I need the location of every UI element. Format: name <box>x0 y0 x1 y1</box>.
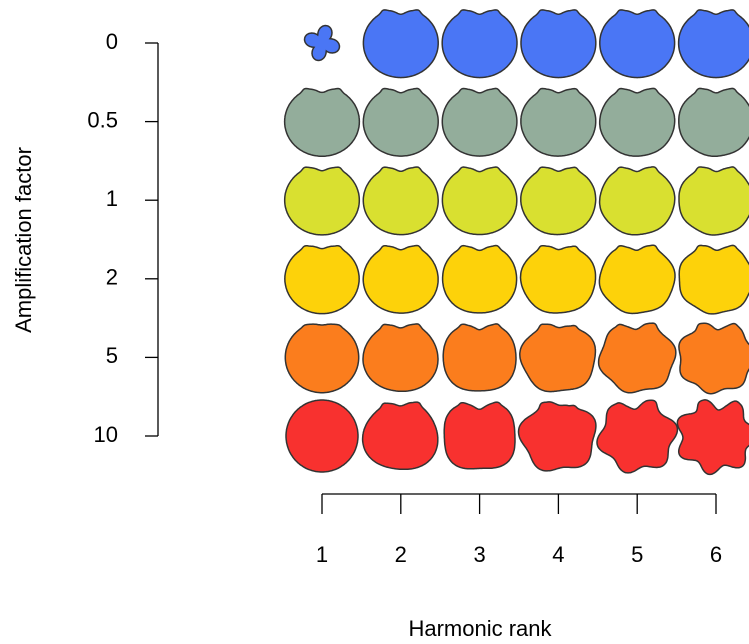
shape <box>442 10 517 78</box>
shape <box>679 10 749 78</box>
shape <box>285 167 360 235</box>
x-tick-label: 3 <box>473 542 485 567</box>
shape <box>285 324 358 393</box>
shape <box>442 167 516 235</box>
y-tick-label: 10 <box>94 422 118 447</box>
shape <box>442 88 517 156</box>
shape <box>443 324 516 391</box>
shape <box>679 88 749 156</box>
shape <box>285 246 359 314</box>
shape <box>597 400 677 473</box>
y-tick-label: 0 <box>106 29 118 54</box>
shape <box>363 10 438 78</box>
x-tick-label: 1 <box>316 542 328 567</box>
shape <box>599 245 675 313</box>
y-axis-label: Amplification factor <box>11 147 36 333</box>
shape <box>679 245 749 314</box>
shape <box>521 167 596 235</box>
shape <box>363 402 438 469</box>
shape <box>363 246 438 314</box>
shape <box>600 10 675 78</box>
x-tick-label: 4 <box>552 542 564 567</box>
shape <box>677 400 749 475</box>
shape <box>363 167 438 235</box>
x-tick-label: 2 <box>395 542 407 567</box>
y-tick-label: 5 <box>106 343 118 368</box>
shape <box>444 402 515 469</box>
y-tick-label: 0.5 <box>87 107 118 132</box>
shape <box>519 402 596 471</box>
shape <box>305 26 340 61</box>
shape <box>521 246 596 313</box>
shape <box>679 167 749 235</box>
shape <box>363 88 438 156</box>
shape <box>520 324 596 391</box>
x-axis-label: Harmonic rank <box>408 616 552 641</box>
shape <box>521 10 596 78</box>
chart: Harmonic rank Amplification factor 0 0.5 1… <box>0 0 749 644</box>
shape <box>599 323 676 393</box>
y-tick-label: 1 <box>106 186 118 211</box>
shape <box>363 324 438 391</box>
shape <box>286 400 358 472</box>
shape <box>521 89 596 157</box>
x-tick-label: 6 <box>710 542 722 567</box>
x-tick-label: 5 <box>631 542 643 567</box>
shape <box>600 167 675 235</box>
y-tick-label: 2 <box>106 265 118 290</box>
shape <box>285 89 360 157</box>
shape <box>600 88 675 156</box>
shape <box>679 323 749 393</box>
shape <box>443 246 517 313</box>
